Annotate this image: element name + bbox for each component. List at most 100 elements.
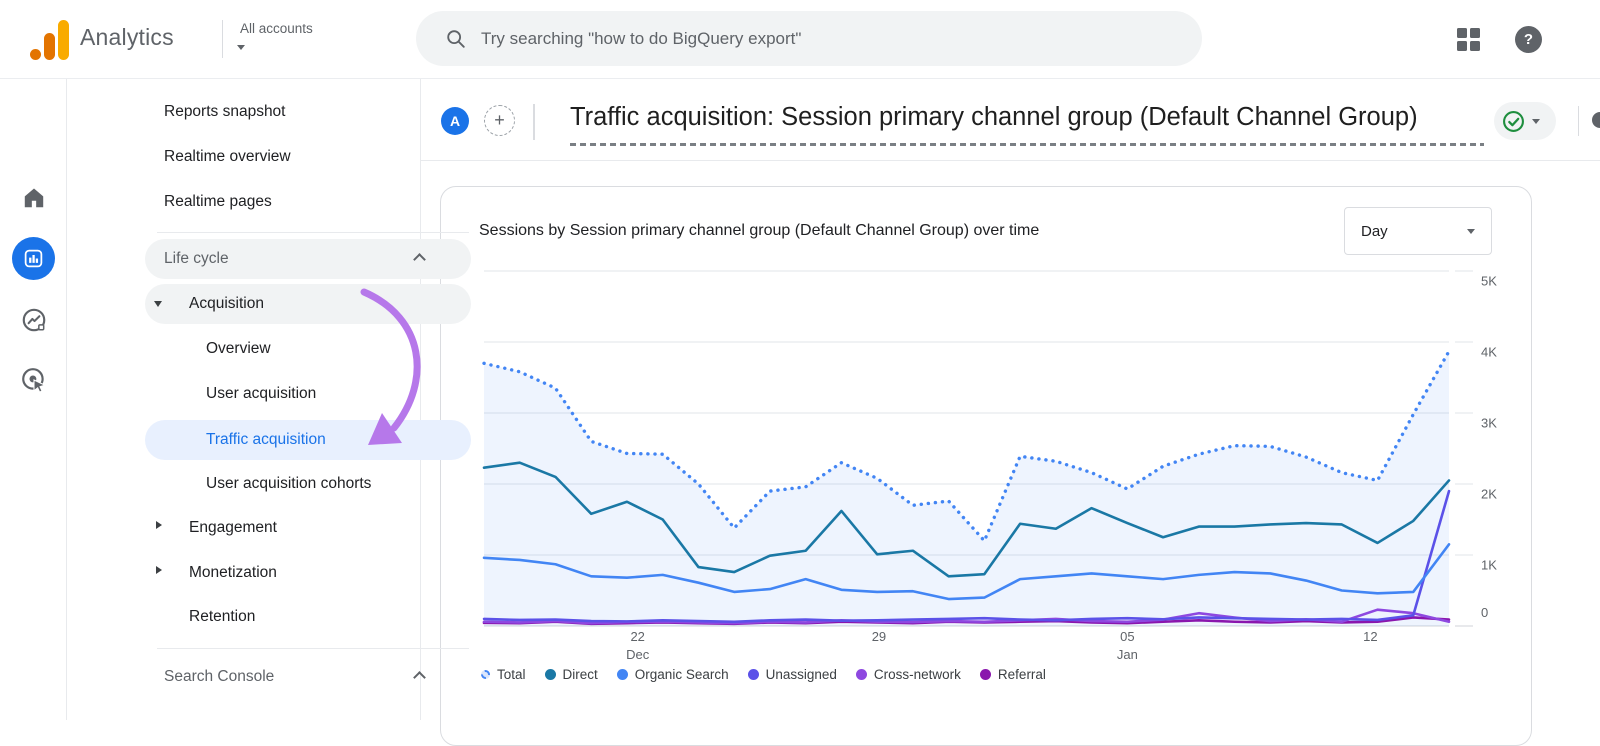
legend-item-referral[interactable]: Referral [979, 667, 1046, 682]
sidebar-item-label: User acquisition cohorts [206, 475, 372, 492]
sidebar-item-label: User acquisition [206, 385, 317, 402]
svg-text:Dec: Dec [626, 647, 650, 662]
clipped-toolbar-icon [1592, 112, 1600, 128]
sidebar-item-label: Realtime overview [164, 148, 291, 165]
sidebar-item-realtime-overview[interactable]: Realtime overview [145, 137, 471, 177]
title-dashed-underline [570, 143, 1484, 146]
sessions-line-chart: 0 1K 2K 3K 4K 5K 22 Dec 29 05 Jan 12 [482, 270, 1497, 662]
sidebar-section-life-cycle[interactable]: Life cycle [145, 239, 471, 279]
legend-swatch-icon [979, 669, 991, 680]
header-vertical-divider [533, 104, 535, 140]
svg-text:3K: 3K [1481, 416, 1497, 431]
sidebar-item-label-active: Traffic acquisition [206, 431, 326, 448]
search-input[interactable] [481, 28, 1202, 49]
status-caret-icon[interactable] [1532, 118, 1540, 124]
legend-item-total[interactable]: Total [481, 667, 526, 682]
search-icon [447, 29, 465, 48]
granularity-value: Day [1361, 222, 1388, 240]
sessions-chart-card: Sessions by Session primary channel grou… [440, 186, 1532, 746]
reports-icon [24, 249, 43, 268]
sidebar-divider [157, 648, 469, 649]
svg-text:05: 05 [1120, 629, 1134, 644]
nav-rail [0, 79, 67, 720]
collapsed-caret-icon[interactable] [156, 566, 162, 574]
sidebar-item-acquisition[interactable]: Acquisition [145, 284, 471, 324]
sidebar-item-realtime-pages[interactable]: Realtime pages [145, 182, 471, 222]
logo-dot [30, 49, 41, 60]
sidebar-item-user-acquisition[interactable]: User acquisition [145, 374, 471, 414]
section-label: Life cycle [164, 250, 229, 267]
global-search[interactable] [416, 11, 1202, 66]
ga4-app: { "topbar": { "brand": "Analytics", "acc… [0, 11, 1600, 746]
page-title[interactable]: Traffic acquisition: Session primary cha… [570, 103, 1418, 131]
report-status-button[interactable] [1494, 102, 1556, 140]
apps-grid-icon[interactable] [1457, 28, 1480, 51]
header-divider [421, 160, 1600, 161]
svg-text:1K: 1K [1481, 558, 1497, 573]
chart-legend: Total Direct Organic Search Unassigned Cross… [481, 667, 1046, 682]
legend-label: Total [497, 667, 526, 682]
sidebar-item-traffic-acquisition[interactable]: Traffic acquisition [145, 420, 471, 460]
logo-bar-tall [58, 20, 69, 60]
analytics-logo-icon[interactable] [30, 20, 72, 60]
granularity-select[interactable]: Day [1344, 207, 1492, 255]
check-circle-icon [1503, 110, 1524, 132]
avatar[interactable]: A [441, 107, 469, 135]
svg-text:22: 22 [630, 629, 644, 644]
sidebar-item-retention[interactable]: Retention [145, 597, 471, 637]
collapsed-caret-icon[interactable] [156, 521, 162, 529]
svg-text:4K: 4K [1481, 345, 1497, 360]
legend-item-unassigned[interactable]: Unassigned [747, 667, 837, 682]
svg-text:Jan: Jan [1117, 647, 1138, 662]
account-caret-icon[interactable] [237, 45, 245, 50]
collapse-chevron-icon[interactable] [413, 671, 426, 684]
sidebar-item-label: Retention [189, 608, 256, 625]
sidebar-item-user-acquisition-cohorts[interactable]: User acquisition cohorts [145, 464, 471, 504]
sidebar-item-label: Overview [206, 340, 271, 357]
account-switcher[interactable]: All accounts [240, 21, 313, 36]
legend-item-organic-search[interactable]: Organic Search [616, 667, 729, 682]
section-label: Search Console [164, 668, 275, 685]
legend-label: Direct [562, 667, 598, 682]
sidebar-item-monetization[interactable]: Monetization [145, 553, 471, 593]
legend-swatch-icon [481, 670, 490, 679]
sidebar-item-reports-snapshot[interactable]: Reports snapshot [145, 92, 471, 132]
rail-home-button[interactable] [0, 185, 67, 211]
expanded-caret-icon[interactable] [154, 301, 162, 307]
sidebar-item-engagement[interactable]: Engagement [145, 508, 471, 548]
rail-advertising-button[interactable] [0, 366, 67, 394]
svg-text:29: 29 [872, 629, 886, 644]
sidebar-item-overview[interactable]: Overview [145, 329, 471, 369]
sidebar-item-label: Acquisition [189, 295, 264, 312]
reports-sidebar: Reports snapshot Realtime overview Realt… [67, 79, 471, 720]
legend-swatch-icon [747, 669, 759, 680]
legend-item-direct[interactable]: Direct [544, 667, 598, 682]
legend-swatch-icon [544, 669, 556, 680]
collapse-chevron-icon[interactable] [413, 253, 426, 266]
logo-bar-mid [44, 33, 55, 60]
help-icon[interactable]: ? [1515, 26, 1542, 53]
legend-label: Cross-network [873, 667, 961, 682]
svg-text:5K: 5K [1481, 274, 1497, 289]
home-icon [24, 188, 43, 208]
edge-divider [1578, 106, 1579, 136]
legend-label: Unassigned [765, 667, 837, 682]
rail-explore-button[interactable] [0, 306, 67, 334]
grid-square [1470, 28, 1480, 38]
account-divider [222, 20, 223, 58]
explore-icon [22, 308, 45, 332]
chart-title: Sessions by Session primary channel grou… [479, 222, 1040, 239]
reports-active-bubble [12, 237, 55, 280]
brand-title: Analytics [80, 24, 174, 50]
sidebar-item-label: Engagement [189, 519, 277, 536]
legend-item-cross-network[interactable]: Cross-network [855, 667, 961, 682]
select-caret-icon [1467, 228, 1475, 234]
grid-square [1457, 28, 1467, 38]
svg-text:0: 0 [1481, 605, 1488, 620]
legend-swatch-icon [616, 669, 628, 680]
sidebar-item-label: Monetization [189, 564, 277, 581]
sidebar-section-search-console[interactable]: Search Console [145, 657, 471, 697]
add-comparison-button[interactable]: + [484, 105, 515, 136]
rail-reports-button[interactable] [0, 237, 67, 280]
advertising-icon [21, 368, 46, 393]
